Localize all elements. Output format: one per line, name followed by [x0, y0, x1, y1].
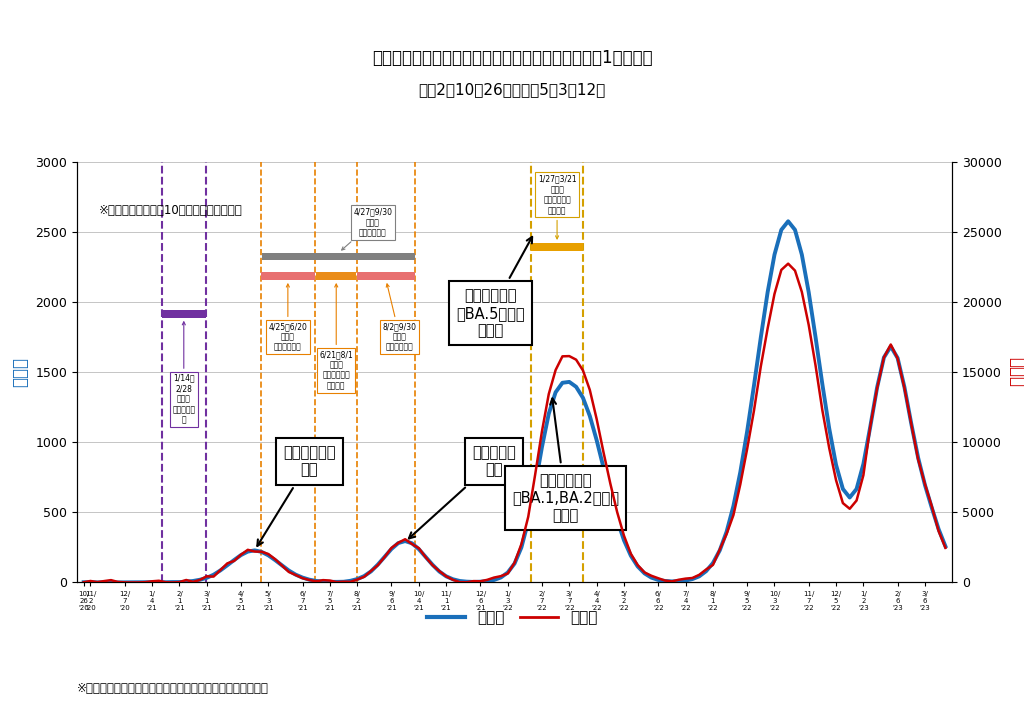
Text: アルファ株が
拡大: アルファ株が 拡大: [257, 445, 336, 546]
Legend: 奈良県, 大阪府: 奈良県, 大阪府: [421, 604, 603, 631]
Text: オミクロン株
（BA.5系統）
が拡大: オミクロン株 （BA.5系統） が拡大: [456, 237, 532, 338]
Y-axis label: 大阪府: 大阪府: [1008, 357, 1024, 388]
Text: 8/2〜9/30
大阪府
緊急事態宣言: 8/2〜9/30 大阪府 緊急事態宣言: [383, 284, 417, 352]
Text: オミクロン株
（BA.1,BA.2系統）
が拡大: オミクロン株 （BA.1,BA.2系統） が拡大: [512, 398, 618, 523]
Y-axis label: 奈良県: 奈良県: [11, 357, 30, 388]
Text: 4/27〜9/30
奈良県
緊急対応指導: 4/27〜9/30 奈良県 緊急対応指導: [342, 208, 392, 250]
Text: 6/21〜8/1
大阪府
まん延防止等
重点措置: 6/21〜8/1 大阪府 まん延防止等 重点措置: [319, 284, 353, 390]
Text: 大阪府と奈良県の新規感染者数の推移（発表週別の1日平均）: 大阪府と奈良県の新規感染者数の推移（発表週別の1日平均）: [372, 49, 652, 67]
Text: 4/25〜6/20
大阪府
緊急事態宣言: 4/25〜6/20 大阪府 緊急事態宣言: [268, 284, 307, 352]
Text: 令和2年10月26日〜令和5年3月12日: 令和2年10月26日〜令和5年3月12日: [419, 83, 605, 97]
Text: デルタ株が
拡大: デルタ株が 拡大: [409, 445, 516, 539]
Text: ※奈良県は大阪府の10倍のスケールで表示: ※奈良県は大阪府の10倍のスケールで表示: [98, 205, 243, 217]
Text: 1/14〜
2/28
大阪府
緊急事態宣
言: 1/14〜 2/28 大阪府 緊急事態宣 言: [172, 322, 196, 424]
Text: 1/27〜3/21
大阪府
まん延防止等
重点措置: 1/27〜3/21 大阪府 まん延防止等 重点措置: [538, 174, 577, 239]
Text: ※大阪府の感染者数は大阪府公表資料をもとに奈良県で算出: ※大阪府の感染者数は大阪府公表資料をもとに奈良県で算出: [77, 682, 268, 695]
